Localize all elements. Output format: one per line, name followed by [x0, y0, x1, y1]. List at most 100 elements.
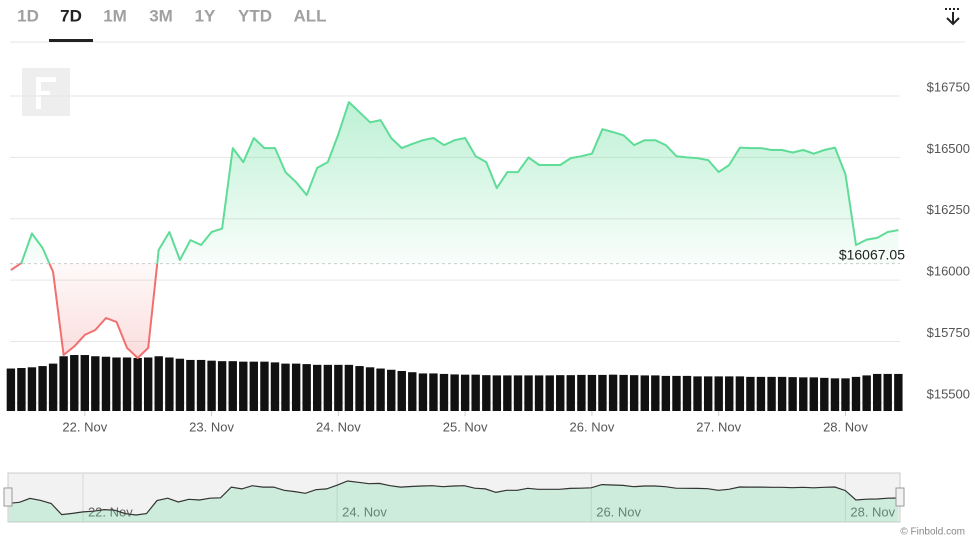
volume-bar: [175, 358, 185, 411]
volume-bar: [682, 375, 692, 411]
volume-bar: [577, 374, 586, 411]
navigator-area: [8, 481, 899, 522]
navigator-tick-label: 22. Nov: [88, 504, 133, 519]
volume-bar: [101, 356, 111, 411]
volume-bar: [80, 355, 90, 411]
volume-bar: [894, 373, 903, 411]
volume-bar: [534, 375, 544, 411]
volume-bar: [48, 363, 58, 411]
volume-bar: [70, 355, 79, 411]
volume-bar: [323, 364, 333, 411]
volume-bar: [122, 357, 132, 411]
volume-bar: [767, 376, 776, 411]
navigator-tick-label: 28. Nov: [850, 504, 895, 519]
volume-bar: [746, 376, 755, 411]
volume-bar: [439, 373, 449, 411]
volume-bar: [408, 372, 417, 411]
volume-bar: [344, 364, 354, 411]
x-tick-label: 25. Nov: [443, 419, 488, 434]
volume-bar: [503, 375, 512, 411]
volume-bar: [672, 375, 681, 411]
volume-bar: [143, 357, 153, 411]
download-icon[interactable]: [945, 8, 961, 26]
volume-bar: [862, 375, 871, 411]
range-button[interactable]: 1Y: [195, 6, 216, 25]
range-button[interactable]: 1D: [17, 6, 39, 25]
volume-bar: [217, 361, 227, 411]
volume-bar: [312, 364, 322, 411]
volume-bar: [91, 356, 100, 411]
volume-bar: [608, 374, 618, 411]
volume-bar: [260, 361, 269, 411]
volume-bar: [302, 364, 311, 411]
x-tick-label: 23. Nov: [189, 419, 234, 434]
volume-bar: [777, 376, 787, 411]
volume-bar: [788, 377, 797, 411]
navigator-handle[interactable]: [895, 487, 905, 507]
volume-bar: [450, 374, 459, 411]
x-tick-label: 27. Nov: [696, 419, 741, 434]
volume-bar: [133, 357, 142, 411]
volume-bar: [196, 359, 206, 411]
range-button[interactable]: YTD: [238, 6, 272, 25]
volume-bar: [239, 361, 248, 411]
volume-bar: [482, 375, 491, 411]
volume-bar: [38, 366, 47, 411]
volume-bar: [27, 367, 37, 411]
range-button[interactable]: ALL: [293, 6, 326, 25]
navigator-line: [8, 480, 899, 516]
volume-bar: [492, 375, 502, 411]
volume-bar: [228, 361, 237, 411]
range-button[interactable]: 3M: [149, 6, 173, 25]
volume-bar: [756, 376, 766, 411]
volume-bar: [566, 375, 575, 411]
volume-bar: [6, 368, 16, 411]
volume-bar: [830, 378, 840, 411]
volume-bar: [703, 376, 713, 411]
x-tick-label: 22. Nov: [62, 419, 107, 434]
x-tick-label: 24. Nov: [316, 419, 361, 434]
volume-bar: [693, 376, 702, 411]
volume-bar: [376, 368, 385, 411]
volume-bar: [291, 363, 301, 411]
volume-bar: [820, 377, 829, 411]
volume-bar: [513, 375, 523, 411]
volume-bar: [270, 362, 280, 411]
y-tick-label: $15500: [927, 386, 970, 401]
y-tick-label: $16250: [927, 202, 970, 217]
range-button[interactable]: 1M: [103, 6, 127, 25]
volume-bar: [735, 376, 745, 411]
volume-bar: [545, 375, 554, 411]
watermark-logo: [22, 68, 70, 116]
volume-bar: [165, 357, 174, 411]
navigator-handle[interactable]: [3, 487, 13, 507]
volume-bar: [587, 374, 597, 411]
selected-underline: [49, 39, 93, 42]
volume-bar: [640, 375, 649, 411]
volume-bar: [524, 375, 533, 411]
navigator-tick-label: 24. Nov: [342, 504, 387, 519]
volume-bar: [207, 360, 216, 411]
navigator-tick-label: 26. Nov: [596, 504, 641, 519]
volume-bar: [355, 366, 364, 411]
price-line: [10, 101, 899, 359]
volume-bar: [397, 370, 406, 411]
volume-bar: [619, 374, 628, 411]
volume-bar: [334, 364, 343, 411]
volume-bar: [629, 375, 639, 411]
volume-bar: [387, 369, 396, 411]
credit: © Finbold.com: [900, 527, 965, 538]
volume-bar: [725, 376, 734, 411]
volume-bar: [249, 361, 258, 411]
volume-bar: [365, 367, 375, 411]
volume-bar: [809, 377, 818, 411]
volume-bar: [799, 377, 808, 411]
y-tick-label: $16000: [927, 264, 970, 279]
volume-bar: [661, 375, 671, 411]
range-button[interactable]: 7D: [60, 6, 82, 25]
volume-bar: [883, 373, 892, 411]
volume-bar: [598, 374, 607, 411]
x-tick-label: 26. Nov: [570, 419, 615, 434]
